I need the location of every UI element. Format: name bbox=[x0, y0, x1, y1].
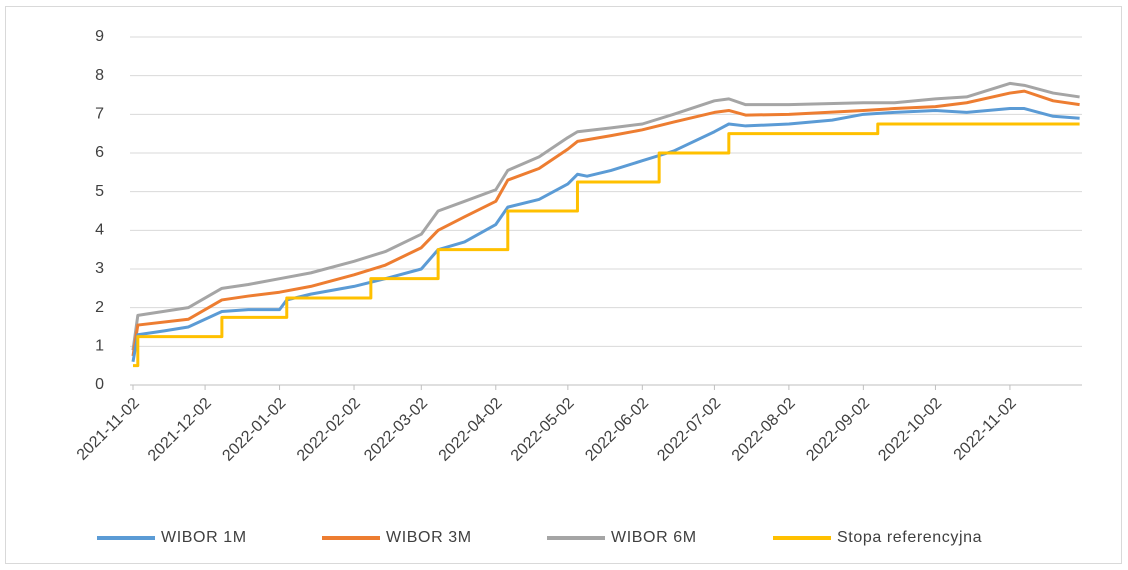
y-tick-label: 1 bbox=[95, 338, 104, 355]
y-tick-label: 9 bbox=[95, 28, 104, 45]
series-line bbox=[133, 122, 1080, 368]
legend-label: WIBOR 1M bbox=[161, 529, 247, 546]
series-line bbox=[131, 89, 1080, 357]
legend-label: WIBOR 3M bbox=[386, 529, 472, 546]
y-tick-label: 5 bbox=[95, 183, 104, 200]
y-tick-label: 2 bbox=[95, 299, 104, 316]
legend-label: WIBOR 6M bbox=[611, 529, 697, 546]
y-tick-label: 0 bbox=[95, 376, 104, 393]
y-tick-label: 8 bbox=[95, 67, 104, 84]
chart-frame bbox=[5, 6, 1122, 564]
legend-label: Stopa referencyjna bbox=[837, 529, 982, 546]
y-tick-label: 3 bbox=[95, 260, 104, 277]
y-tick-label: 6 bbox=[95, 144, 104, 161]
y-tick-label: 7 bbox=[95, 106, 104, 123]
series-line bbox=[131, 107, 1080, 363]
y-tick-label: 4 bbox=[95, 222, 104, 239]
series-line bbox=[131, 81, 1080, 351]
